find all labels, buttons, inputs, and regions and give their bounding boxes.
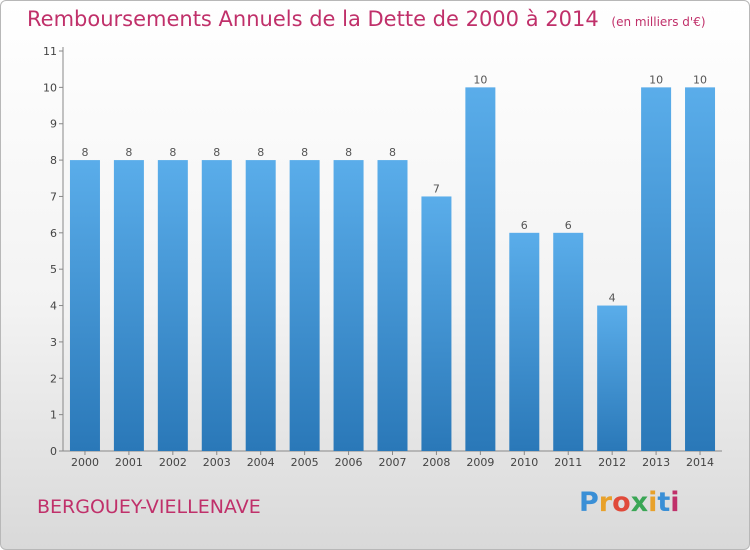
bar [245, 160, 276, 451]
bar [113, 160, 144, 451]
x-tick-label: 2004 [247, 456, 275, 469]
bar [157, 160, 188, 451]
bar-value-label: 8 [169, 146, 176, 159]
bar-value-label: 6 [521, 219, 528, 232]
x-tick-label: 2003 [203, 456, 231, 469]
y-tick-label: 8 [50, 154, 57, 167]
y-tick-label: 0 [50, 445, 57, 458]
bar-value-label: 10 [473, 73, 487, 86]
y-tick-label: 11 [43, 45, 57, 58]
bar-value-label: 8 [125, 146, 132, 159]
bar [289, 160, 320, 451]
chart-title-text: Remboursements Annuels de la Dette de 20… [27, 7, 599, 31]
y-tick-label: 6 [50, 227, 57, 240]
y-tick-label: 1 [50, 409, 57, 422]
bar [465, 87, 496, 451]
x-tick-label: 2001 [115, 456, 143, 469]
x-tick-label: 2009 [466, 456, 494, 469]
bar [553, 232, 584, 451]
chart-unit: (en milliers d'€) [611, 15, 706, 29]
bar-value-label: 4 [609, 292, 616, 305]
x-tick-label: 2013 [642, 456, 670, 469]
bar-value-label: 10 [693, 73, 707, 86]
x-tick-label: 2011 [554, 456, 582, 469]
bar [421, 196, 452, 451]
x-tick-label: 2000 [71, 456, 99, 469]
chart-title: Remboursements Annuels de la Dette de 20… [27, 7, 706, 31]
bar [69, 160, 100, 451]
y-tick-label: 2 [50, 372, 57, 385]
x-tick-label: 2005 [291, 456, 319, 469]
bar [333, 160, 364, 451]
bar [597, 305, 628, 451]
bar-value-label: 7 [433, 182, 440, 195]
y-tick-label: 3 [50, 336, 57, 349]
proxiti-logo: Proxiti [579, 487, 680, 518]
bar [377, 160, 408, 451]
bar-value-label: 8 [301, 146, 308, 159]
bar-value-label: 10 [649, 73, 663, 86]
bar [509, 232, 540, 451]
bar [641, 87, 672, 451]
x-tick-label: 2012 [598, 456, 626, 469]
bar [685, 87, 716, 451]
x-tick-label: 2007 [379, 456, 407, 469]
x-tick-label: 2002 [159, 456, 187, 469]
bar-value-label: 8 [257, 146, 264, 159]
bar-value-label: 8 [345, 146, 352, 159]
y-tick-label: 10 [43, 81, 57, 94]
bar-value-label: 6 [565, 219, 572, 232]
bar [201, 160, 232, 451]
y-tick-label: 4 [50, 300, 57, 313]
commune-name: BERGOUEY-VIELLENAVE [37, 496, 261, 518]
bar-value-label: 8 [81, 146, 88, 159]
y-tick-label: 9 [50, 118, 57, 131]
x-tick-label: 2008 [422, 456, 450, 469]
bar-value-label: 8 [213, 146, 220, 159]
y-tick-label: 7 [50, 190, 57, 203]
x-tick-label: 2006 [335, 456, 363, 469]
bar-value-label: 8 [389, 146, 396, 159]
x-tick-label: 2010 [510, 456, 538, 469]
y-tick-label: 5 [50, 263, 57, 276]
x-tick-label: 2014 [686, 456, 714, 469]
